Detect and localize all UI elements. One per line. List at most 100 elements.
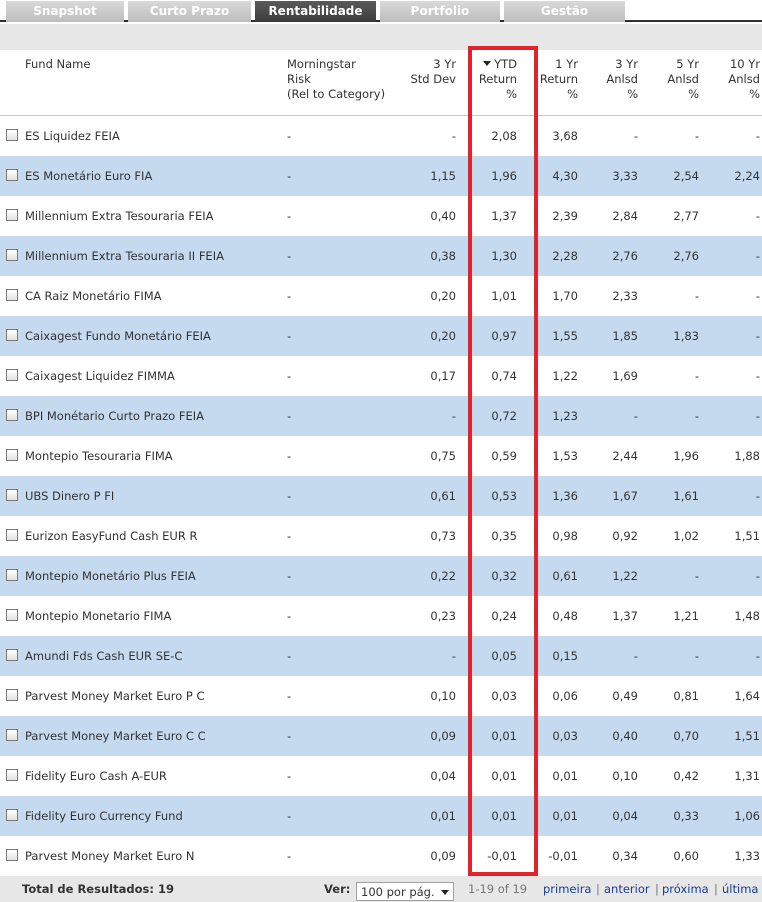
cell-fund-name[interactable]: Montepio Tesouraria FIMA — [25, 449, 173, 463]
cell-5yr-anlsd: 1,02 — [673, 529, 699, 543]
cell-1yr-return: 0,06 — [552, 689, 578, 703]
cell-fund-name[interactable]: Millennium Extra Tesouraria II FEIA — [25, 249, 224, 263]
tab-portfolio[interactable]: Portfolio — [380, 1, 500, 22]
cell-fund-name[interactable]: ES Liquidez FEIA — [25, 129, 120, 143]
cell-fund-name[interactable]: Millennium Extra Tesouraria FEIA — [25, 209, 214, 223]
cell-fund-name[interactable]: Montepio Monetário Plus FEIA — [25, 569, 196, 583]
cell-risk: - — [287, 689, 292, 703]
row-checkbox[interactable] — [6, 769, 18, 781]
table-row: Montepio Monetário Plus FEIA - 0,22 0,32 0,6… — [0, 556, 762, 596]
cell-fund-name[interactable]: Fidelity Euro Currency Fund — [25, 809, 183, 823]
row-checkbox[interactable] — [6, 849, 18, 861]
header-line: 3 Yr — [615, 57, 638, 71]
header-5yr-anlsd[interactable]: 5 Yr Anlsd % — [667, 57, 699, 102]
cell-5yr-anlsd: 0,81 — [673, 689, 699, 703]
cell-std-dev: 0,61 — [430, 489, 456, 503]
cell-fund-name[interactable]: Parvest Money Market Euro C C — [25, 729, 206, 743]
table-footer: Total de Resultados: 19 Ver: 100 por pág… — [0, 876, 762, 902]
cell-fund-name[interactable]: Caixagest Liquidez FIMMA — [25, 369, 175, 383]
cell-1yr-return: 0,01 — [552, 769, 578, 783]
cell-fund-name[interactable]: Fidelity Euro Cash A-EUR — [25, 769, 167, 783]
header-risk[interactable]: Morningstar Risk (Rel to Category) — [287, 57, 385, 102]
header-line: % — [688, 87, 699, 101]
row-checkbox[interactable] — [6, 809, 18, 821]
table-row: Parvest Money Market Euro P C - 0,10 0,03 0,… — [0, 676, 762, 716]
header-std-dev[interactable]: 3 Yr Std Dev — [410, 57, 456, 87]
row-checkbox[interactable] — [6, 129, 18, 141]
header-1yr-return[interactable]: 1 Yr Return % — [540, 57, 578, 102]
previous-page-link[interactable]: anterior — [604, 882, 650, 896]
cell-10yr-anlsd: 1,06 — [734, 809, 760, 823]
cell-fund-name[interactable]: Amundi Fds Cash EUR SE-C — [25, 649, 183, 663]
cell-fund-name[interactable]: Montepio Monetario FIMA — [25, 609, 172, 623]
row-checkbox[interactable] — [6, 729, 18, 741]
cell-1yr-return: 0,01 — [552, 809, 578, 823]
cell-3yr-anlsd: 0,34 — [612, 849, 638, 863]
cell-fund-name[interactable]: Parvest Money Market Euro P C — [25, 689, 205, 703]
header-line: Return — [539, 72, 578, 86]
header-line: Anlsd — [728, 72, 760, 86]
cell-10yr-anlsd: - — [755, 209, 760, 223]
cell-std-dev: 0,20 — [430, 289, 456, 303]
cell-5yr-anlsd: - — [694, 369, 699, 383]
header-10yr-anlsd[interactable]: 10 Yr Anlsd % — [728, 57, 760, 102]
cell-risk: - — [287, 129, 292, 143]
cell-std-dev: 0,20 — [430, 329, 456, 343]
header-3yr-anlsd[interactable]: 3 Yr Anlsd % — [606, 57, 638, 102]
table-row: ES Monetário Euro FIA - 1,15 1,96 4,30 3,33 2,… — [0, 156, 762, 196]
header-ytd[interactable]: YTD Return % — [479, 57, 517, 102]
row-checkbox[interactable] — [6, 329, 18, 341]
cell-3yr-anlsd: 0,40 — [612, 729, 638, 743]
cell-ytd-return: 0,01 — [491, 769, 517, 783]
header-line: Morningstar — [287, 57, 356, 71]
results-range: 1-19 of 19 — [468, 882, 528, 896]
cell-3yr-anlsd: 0,10 — [612, 769, 638, 783]
tab-curto-prazo[interactable]: Curto Prazo — [128, 1, 251, 22]
row-checkbox[interactable] — [6, 249, 18, 261]
table-row: ES Liquidez FEIA - - 2,08 3,68 - - - — [0, 116, 762, 156]
cell-1yr-return: 1,70 — [552, 289, 578, 303]
cell-std-dev: - — [451, 129, 456, 143]
row-checkbox[interactable] — [6, 609, 18, 621]
header-line: 10 Yr — [729, 57, 760, 71]
cell-fund-name[interactable]: Parvest Money Market Euro N — [25, 849, 195, 863]
cell-std-dev: 0,22 — [430, 569, 456, 583]
row-checkbox[interactable] — [6, 169, 18, 181]
row-checkbox[interactable] — [6, 369, 18, 381]
row-checkbox[interactable] — [6, 489, 18, 501]
row-checkbox[interactable] — [6, 529, 18, 541]
cell-fund-name[interactable]: Eurizon EasyFund Cash EUR R — [25, 529, 198, 543]
tab-snapshot[interactable]: Snapshot — [6, 1, 124, 22]
row-checkbox[interactable] — [6, 689, 18, 701]
cell-fund-name[interactable]: BPI Monétario Curto Prazo FEIA — [25, 409, 204, 423]
tab-rentabilidade[interactable]: Rentabilidade — [255, 1, 376, 22]
cell-risk: - — [287, 249, 292, 263]
cell-fund-name[interactable]: ES Monetário Euro FIA — [25, 169, 153, 183]
tab-gestao[interactable]: Gestão — [504, 1, 625, 22]
header-fund-name[interactable]: Fund Name — [25, 57, 90, 72]
cell-10yr-anlsd: 1,51 — [734, 529, 760, 543]
next-page-link[interactable]: próxima — [662, 882, 709, 896]
row-checkbox[interactable] — [6, 449, 18, 461]
row-checkbox[interactable] — [6, 569, 18, 581]
cell-fund-name[interactable]: CA Raiz Monetário FIMA — [25, 289, 162, 303]
fund-table-body: ES Liquidez FEIA - - 2,08 3,68 - - - ES Monetári… — [0, 116, 762, 876]
cell-fund-name[interactable]: Caixagest Fundo Monetário FEIA — [25, 329, 211, 343]
row-checkbox[interactable] — [6, 289, 18, 301]
row-checkbox[interactable] — [6, 209, 18, 221]
row-checkbox[interactable] — [6, 409, 18, 421]
cell-3yr-anlsd: 1,67 — [612, 489, 638, 503]
cell-10yr-anlsd: 1,51 — [734, 729, 760, 743]
table-row: Caixagest Fundo Monetário FEIA - 0,20 0,97 1… — [0, 316, 762, 356]
first-page-link[interactable]: primeira — [543, 882, 592, 896]
per-page-select[interactable]: 100 por pág. — [356, 882, 454, 901]
header-line: Risk — [287, 72, 311, 86]
cell-5yr-anlsd: 1,61 — [673, 489, 699, 503]
table-row: CA Raiz Monetário FIMA - 0,20 1,01 1,70 2,33 -… — [0, 276, 762, 316]
cell-risk: - — [287, 649, 292, 663]
cell-fund-name[interactable]: UBS Dinero P FI — [25, 489, 115, 503]
table-row: Eurizon EasyFund Cash EUR R - 0,73 0,35 0,98… — [0, 516, 762, 556]
last-page-link[interactable]: última — [722, 882, 759, 896]
cell-std-dev: 0,23 — [430, 609, 456, 623]
row-checkbox[interactable] — [6, 649, 18, 661]
